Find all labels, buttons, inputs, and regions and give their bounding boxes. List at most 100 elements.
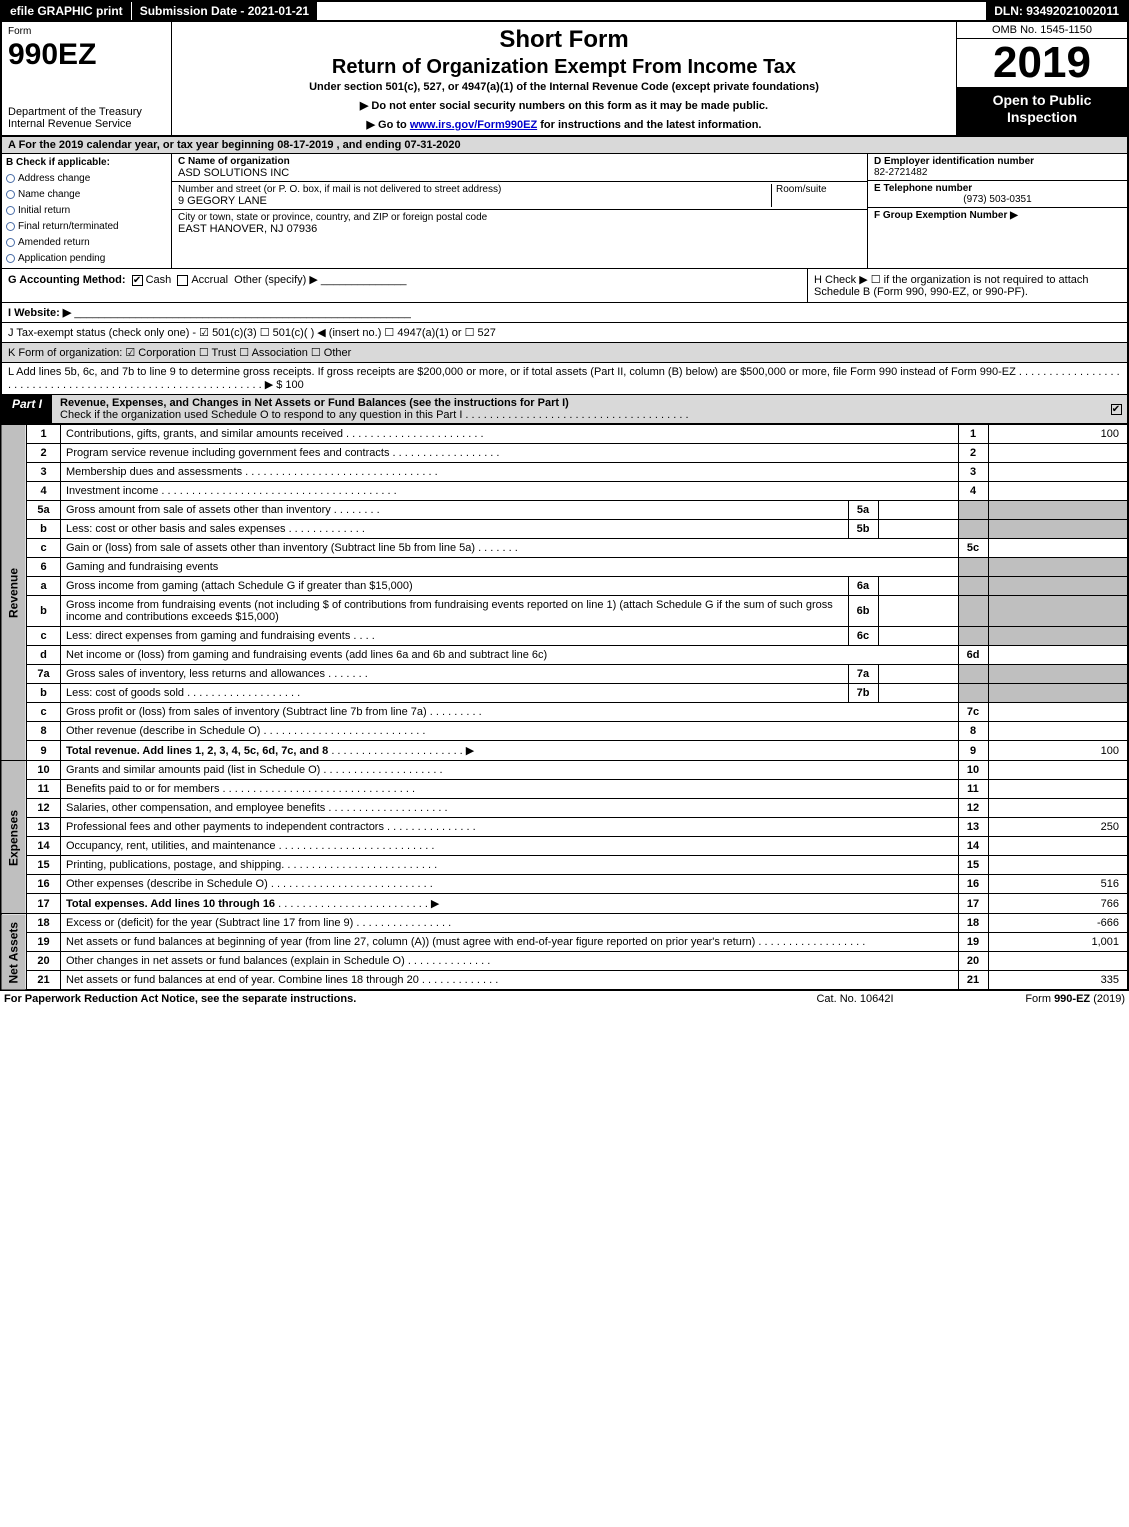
section-b-label: B Check if applicable:: [6, 156, 167, 170]
efile-label: efile GRAPHIC print: [2, 2, 131, 20]
accrual-label: Accrual: [191, 274, 228, 286]
form-word: Form: [8, 26, 165, 38]
paperwork-notice: For Paperwork Reduction Act Notice, see …: [4, 993, 765, 1005]
line-6: 6 Gaming and fundraising events: [1, 558, 1128, 577]
line-7a: 7a Gross sales of inventory, less return…: [1, 665, 1128, 684]
addr-label: Number and street (or P. O. box, if mail…: [178, 184, 771, 195]
ein: 82-2721482: [874, 167, 927, 178]
dln: DLN: 93492021002011: [986, 2, 1127, 20]
org-name-label: C Name of organization: [178, 156, 861, 167]
form-id-block: Form 990EZ Department of the Treasury In…: [2, 22, 172, 135]
line-15: 15 Printing, publications, postage, and …: [1, 856, 1128, 875]
irs-link[interactable]: www.irs.gov/Form990EZ: [410, 119, 537, 131]
line-1: Revenue 1 Contributions, gifts, grants, …: [1, 425, 1128, 444]
section-def: D Employer identification number 82-2721…: [867, 154, 1127, 268]
section-f: F Group Exemption Number ▶: [868, 208, 1127, 223]
goto-pre: ▶ Go to: [367, 119, 410, 131]
line-6b: b Gross income from fundraising events (…: [1, 596, 1128, 627]
opt-application-pending[interactable]: Application pending: [6, 252, 167, 266]
org-city: EAST HANOVER, NJ 07936: [178, 223, 861, 235]
part-1-label: Part I: [2, 395, 52, 423]
line-4: 4 Investment income . . . . . . . . . . …: [1, 482, 1128, 501]
other-label: Other (specify) ▶: [234, 274, 318, 286]
city-label: City or town, state or province, country…: [178, 212, 861, 223]
part-1-header: Part I Revenue, Expenses, and Changes in…: [0, 395, 1129, 424]
identity-block: B Check if applicable: Address change Na…: [0, 154, 1129, 269]
cash-label: Cash: [146, 274, 172, 286]
line-19: 19 Net assets or fund balances at beginn…: [1, 933, 1128, 952]
g-label: G Accounting Method:: [8, 274, 126, 286]
omb-number: OMB No. 1545-1150: [957, 22, 1127, 39]
line-2: 2 Program service revenue including gove…: [1, 444, 1128, 463]
section-b: B Check if applicable: Address change Na…: [2, 154, 172, 268]
opt-amended-return[interactable]: Amended return: [6, 236, 167, 250]
phone: (973) 503-0351: [874, 194, 1121, 205]
goto-note: ▶ Go to www.irs.gov/Form990EZ for instru…: [180, 118, 948, 131]
line-20: 20 Other changes in net assets or fund b…: [1, 952, 1128, 971]
revenue-side-label: Revenue: [1, 425, 27, 761]
section-d: D Employer identification number 82-2721…: [868, 154, 1127, 181]
form-ref: Form 990-EZ (2019): [945, 993, 1125, 1005]
dept-treasury: Department of the Treasury: [8, 106, 165, 119]
expenses-side-label: Expenses: [1, 761, 27, 914]
line-8: 8 Other revenue (describe in Schedule O)…: [1, 722, 1128, 741]
submission-date: Submission Date - 2021-01-21: [131, 2, 317, 20]
line-7c: c Gross profit or (loss) from sales of i…: [1, 703, 1128, 722]
opt-initial-return[interactable]: Initial return: [6, 204, 167, 218]
row-gh: G Accounting Method: Cash Accrual Other …: [0, 269, 1129, 303]
no-ssn-note: ▶ Do not enter social security numbers o…: [180, 99, 948, 112]
section-c: C Name of organization ASD SOLUTIONS INC…: [172, 154, 867, 268]
org-address-row: Number and street (or P. O. box, if mail…: [172, 182, 867, 210]
title-return: Return of Organization Exempt From Incom…: [180, 56, 948, 79]
line-6d: d Net income or (loss) from gaming and f…: [1, 646, 1128, 665]
goto-post: for instructions and the latest informat…: [540, 119, 761, 131]
room-suite-label: Room/suite: [771, 184, 861, 207]
topbar-spacer: [317, 2, 986, 20]
line-10: Expenses 10 Grants and similar amounts p…: [1, 761, 1128, 780]
line-18: Net Assets 18 Excess or (deficit) for th…: [1, 914, 1128, 933]
part-1-checkbox[interactable]: [1105, 395, 1127, 423]
org-address: 9 GEGORY LANE: [178, 195, 771, 207]
e-label: E Telephone number: [874, 183, 972, 194]
line-21: 21 Net assets or fund balances at end of…: [1, 971, 1128, 991]
part-1-check-text: Check if the organization used Schedule …: [60, 409, 689, 421]
opt-name-change[interactable]: Name change: [6, 188, 167, 202]
row-k-form-org: K Form of organization: ☑ Corporation ☐ …: [0, 343, 1129, 363]
row-h: H Check ▶ ☐ if the organization is not r…: [807, 269, 1127, 302]
open-public-inspection: Open to Public Inspection: [957, 88, 1127, 135]
line-5a: 5a Gross amount from sale of assets othe…: [1, 501, 1128, 520]
tax-year: 2019: [957, 39, 1127, 88]
cb-cash[interactable]: [132, 275, 143, 286]
line-3: 3 Membership dues and assessments . . . …: [1, 463, 1128, 482]
opt-address-change[interactable]: Address change: [6, 172, 167, 186]
line-17: 17 Total expenses. Add lines 10 through …: [1, 894, 1128, 914]
line-9: 9 Total revenue. Add lines 1, 2, 3, 4, 5…: [1, 741, 1128, 761]
cb-accrual[interactable]: [177, 275, 188, 286]
line-11: 11 Benefits paid to or for members . . .…: [1, 780, 1128, 799]
line-7b: b Less: cost of goods sold . . . . . . .…: [1, 684, 1128, 703]
section-e: E Telephone number (973) 503-0351: [868, 181, 1127, 208]
row-j-tax-exempt: J Tax-exempt status (check only one) - ☑…: [0, 323, 1129, 343]
row-l-gross-receipts: L Add lines 5b, 6c, and 7b to line 9 to …: [0, 363, 1129, 395]
part-1-title: Revenue, Expenses, and Changes in Net As…: [52, 395, 1105, 423]
row-a-calendar: A For the 2019 calendar year, or tax yea…: [0, 137, 1129, 154]
netassets-side-label: Net Assets: [1, 914, 27, 991]
f-label: F Group Exemption Number ▶: [874, 210, 1018, 221]
line-13: 13 Professional fees and other payments …: [1, 818, 1128, 837]
form-number: 990EZ: [8, 38, 165, 73]
line-12: 12 Salaries, other compensation, and emp…: [1, 799, 1128, 818]
form-title-block: Short Form Return of Organization Exempt…: [172, 22, 957, 135]
form-header: Form 990EZ Department of the Treasury In…: [0, 22, 1129, 137]
org-name: ASD SOLUTIONS INC: [178, 167, 861, 179]
line-5b: b Less: cost or other basis and sales ex…: [1, 520, 1128, 539]
d-label: D Employer identification number: [874, 156, 1034, 167]
top-bar: efile GRAPHIC print Submission Date - 20…: [0, 0, 1129, 22]
form-meta-block: OMB No. 1545-1150 2019 Open to Public In…: [957, 22, 1127, 135]
line-6c: c Less: direct expenses from gaming and …: [1, 627, 1128, 646]
line-14: 14 Occupancy, rent, utilities, and maint…: [1, 837, 1128, 856]
cat-number: Cat. No. 10642I: [765, 993, 945, 1005]
opt-final-return[interactable]: Final return/terminated: [6, 220, 167, 234]
subtitle: Under section 501(c), 527, or 4947(a)(1)…: [180, 81, 948, 93]
title-short-form: Short Form: [180, 26, 948, 54]
page-footer: For Paperwork Reduction Act Notice, see …: [0, 991, 1129, 1007]
